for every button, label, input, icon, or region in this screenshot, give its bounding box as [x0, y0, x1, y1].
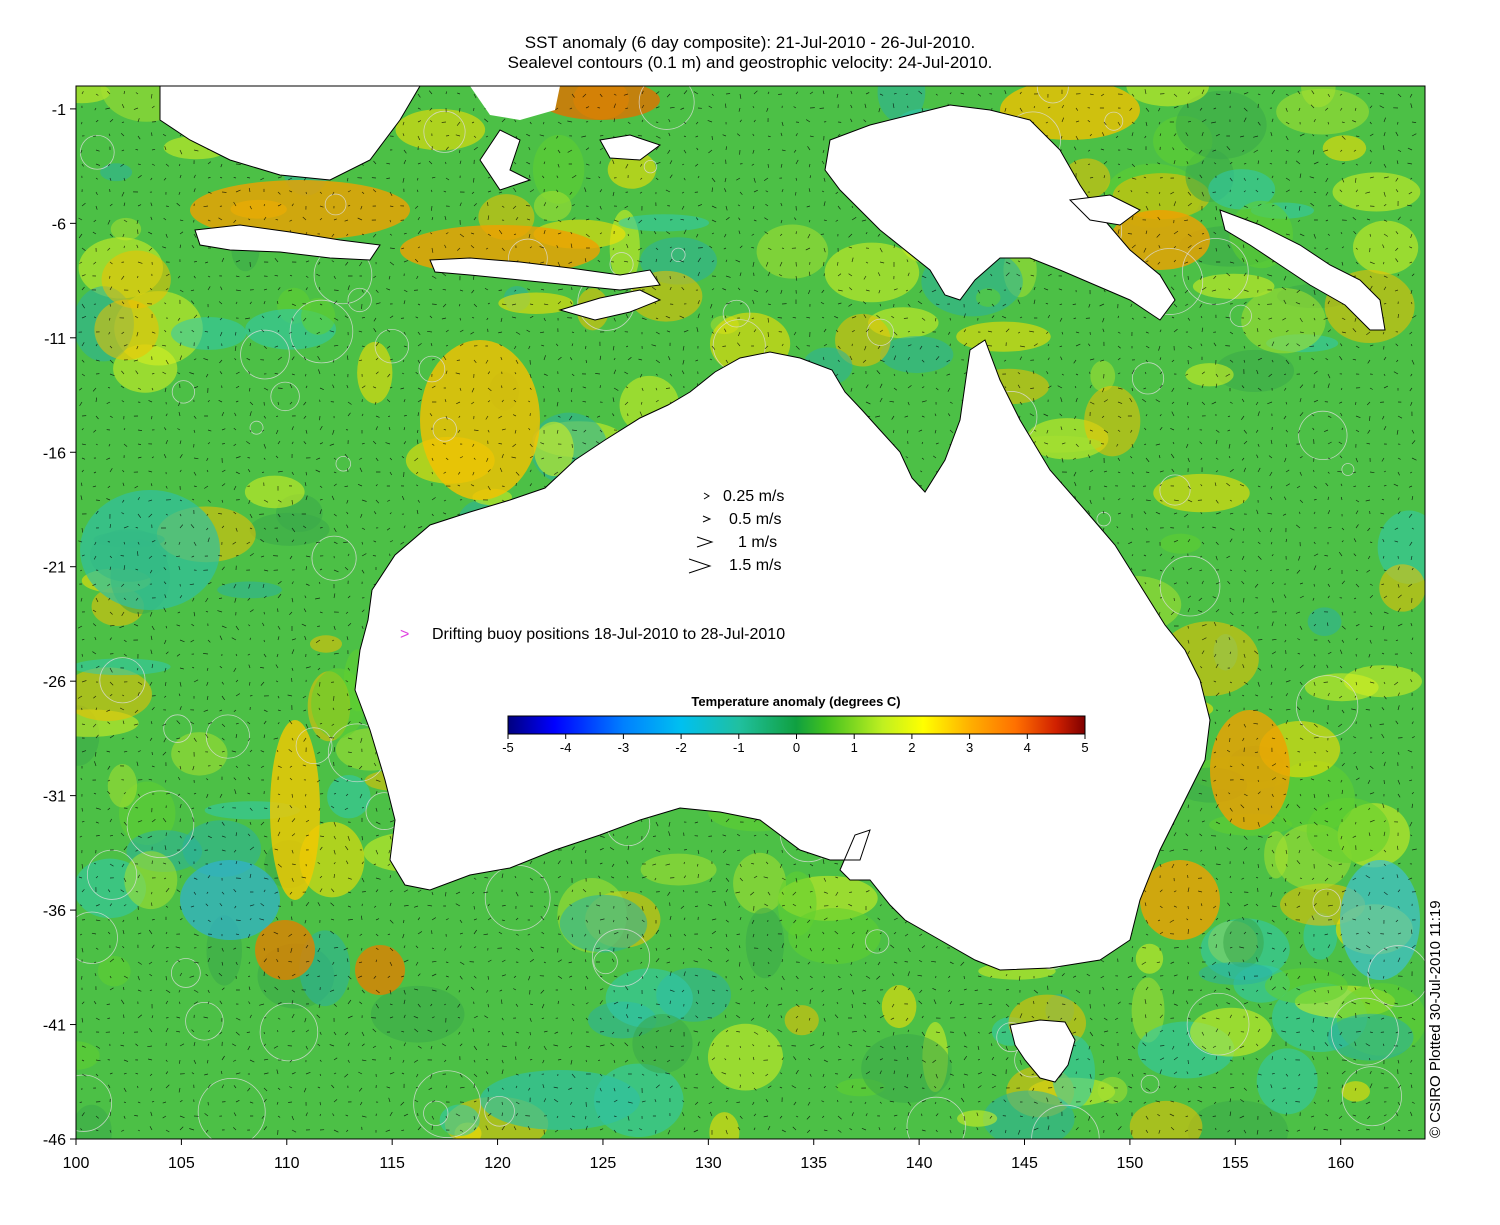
colorbar-tick-label: 3: [966, 740, 973, 755]
buoy-legend: > Drifting buoy positions 18-Jul-2010 to…: [400, 626, 785, 643]
x-tick-label: 135: [800, 1155, 827, 1172]
x-tick-label: 130: [695, 1155, 722, 1172]
colorbar-tick-label: -4: [560, 740, 572, 755]
y-tick-label: -11: [44, 331, 66, 348]
buoy-label: Drifting buoy positions 18-Jul-2010 to 2…: [432, 626, 785, 643]
colorbar-tick-label: 0: [793, 740, 800, 755]
borneo-sulawesi-land: [159, 86, 421, 181]
velocity-legend: 0.25 m/s 0.5 m/s 1 m/s 1.5 m/s: [688, 488, 784, 574]
colorbar-tick-label: 2: [908, 740, 915, 755]
sulawesi-land: [479, 129, 532, 191]
sst-field: [76, 86, 1425, 1139]
velocity-arrow-1-5: [688, 558, 712, 574]
colorbar-gradient: [507, 715, 1086, 735]
x-tick-label: 110: [274, 1155, 300, 1172]
y-tick-label: -26: [43, 674, 66, 691]
colorbar-tick-label: -1: [733, 740, 745, 755]
map-title-line-1: SST anomaly (6 day composite): 21-Jul-20…: [524, 33, 976, 52]
y-tick-label: -41: [43, 1018, 66, 1035]
colorbar-tick-label: -5: [502, 740, 514, 755]
colorbar-title: Temperature anomaly (degrees C): [691, 694, 900, 709]
colorbar-tick-label: 4: [1024, 740, 1031, 755]
velocity-label-0-25: 0.25 m/s: [723, 488, 784, 505]
x-tick-label: 140: [906, 1155, 933, 1172]
land-masses: [159, 86, 1386, 1083]
velocity-arrow-0-25: [703, 492, 710, 500]
y-tick-label: -1: [52, 102, 66, 119]
y-tick-label: -46: [43, 1132, 66, 1149]
x-tick-label: 150: [1117, 1155, 1144, 1172]
map-title-line-2: Sealevel contours (0.1 m) and geostrophi…: [507, 53, 993, 72]
x-tick-label: 145: [1011, 1155, 1038, 1172]
maluku-land: [599, 134, 662, 161]
velocity-arrow-1: [696, 536, 714, 548]
buoy-symbol: >: [400, 626, 409, 643]
y-tick-label: -21: [43, 560, 66, 577]
plot-frame: [75, 85, 1426, 1140]
cloud-mask-top: [470, 86, 560, 120]
velocity-arrow-0-5: [702, 515, 712, 523]
colorbar-tick-label: -3: [618, 740, 630, 755]
solomon-land: [1219, 209, 1386, 331]
x-tick-label: 105: [168, 1155, 195, 1172]
x-tick-label: 160: [1327, 1155, 1354, 1172]
colorbar-ticks: -5 -4 -3 -2 -1 0 1 2 3 4 5: [502, 734, 1089, 755]
velocity-label-1: 1 m/s: [738, 534, 777, 551]
credit-text: © CSIRO Plotted 30-Jul-2010 11:19: [1427, 900, 1444, 1138]
x-tick-label: 125: [590, 1155, 617, 1172]
lesser-sunda-land: [429, 257, 661, 291]
x-tick-label: 120: [484, 1155, 511, 1172]
x-tick-label: 100: [63, 1155, 90, 1172]
x-axis: 100 105 110 115 120 125 130 135 140 145 150 155 160: [63, 1139, 1354, 1172]
velocity-label-1-5: 1.5 m/s: [729, 557, 781, 574]
colorbar-tick-label: -2: [675, 740, 687, 755]
y-tick-label: -36: [43, 903, 66, 920]
tasmania-land: [1009, 1019, 1076, 1083]
y-tick-label: -31: [43, 789, 66, 806]
colorbar-tick-label: 1: [851, 740, 858, 755]
new-britain-land: [1068, 194, 1141, 226]
x-tick-label: 115: [379, 1155, 405, 1172]
colorbar: Temperature anomaly (degrees C) -5 -4 -3 -2…: [502, 694, 1088, 755]
y-tick-label: -6: [52, 216, 66, 233]
australia-land: [354, 339, 1211, 971]
colorbar-tick-label: 5: [1081, 740, 1088, 755]
new-guinea-land: [824, 104, 1176, 321]
y-axis: -1 -6 -11 -16 -21 -26 -31 -36 -41 -46: [43, 102, 76, 1149]
velocity-label-0-5: 0.5 m/s: [729, 511, 781, 528]
x-tick-label: 155: [1222, 1155, 1249, 1172]
java-land: [194, 224, 381, 261]
y-tick-label: -16: [43, 445, 66, 462]
timor-land: [558, 289, 662, 321]
